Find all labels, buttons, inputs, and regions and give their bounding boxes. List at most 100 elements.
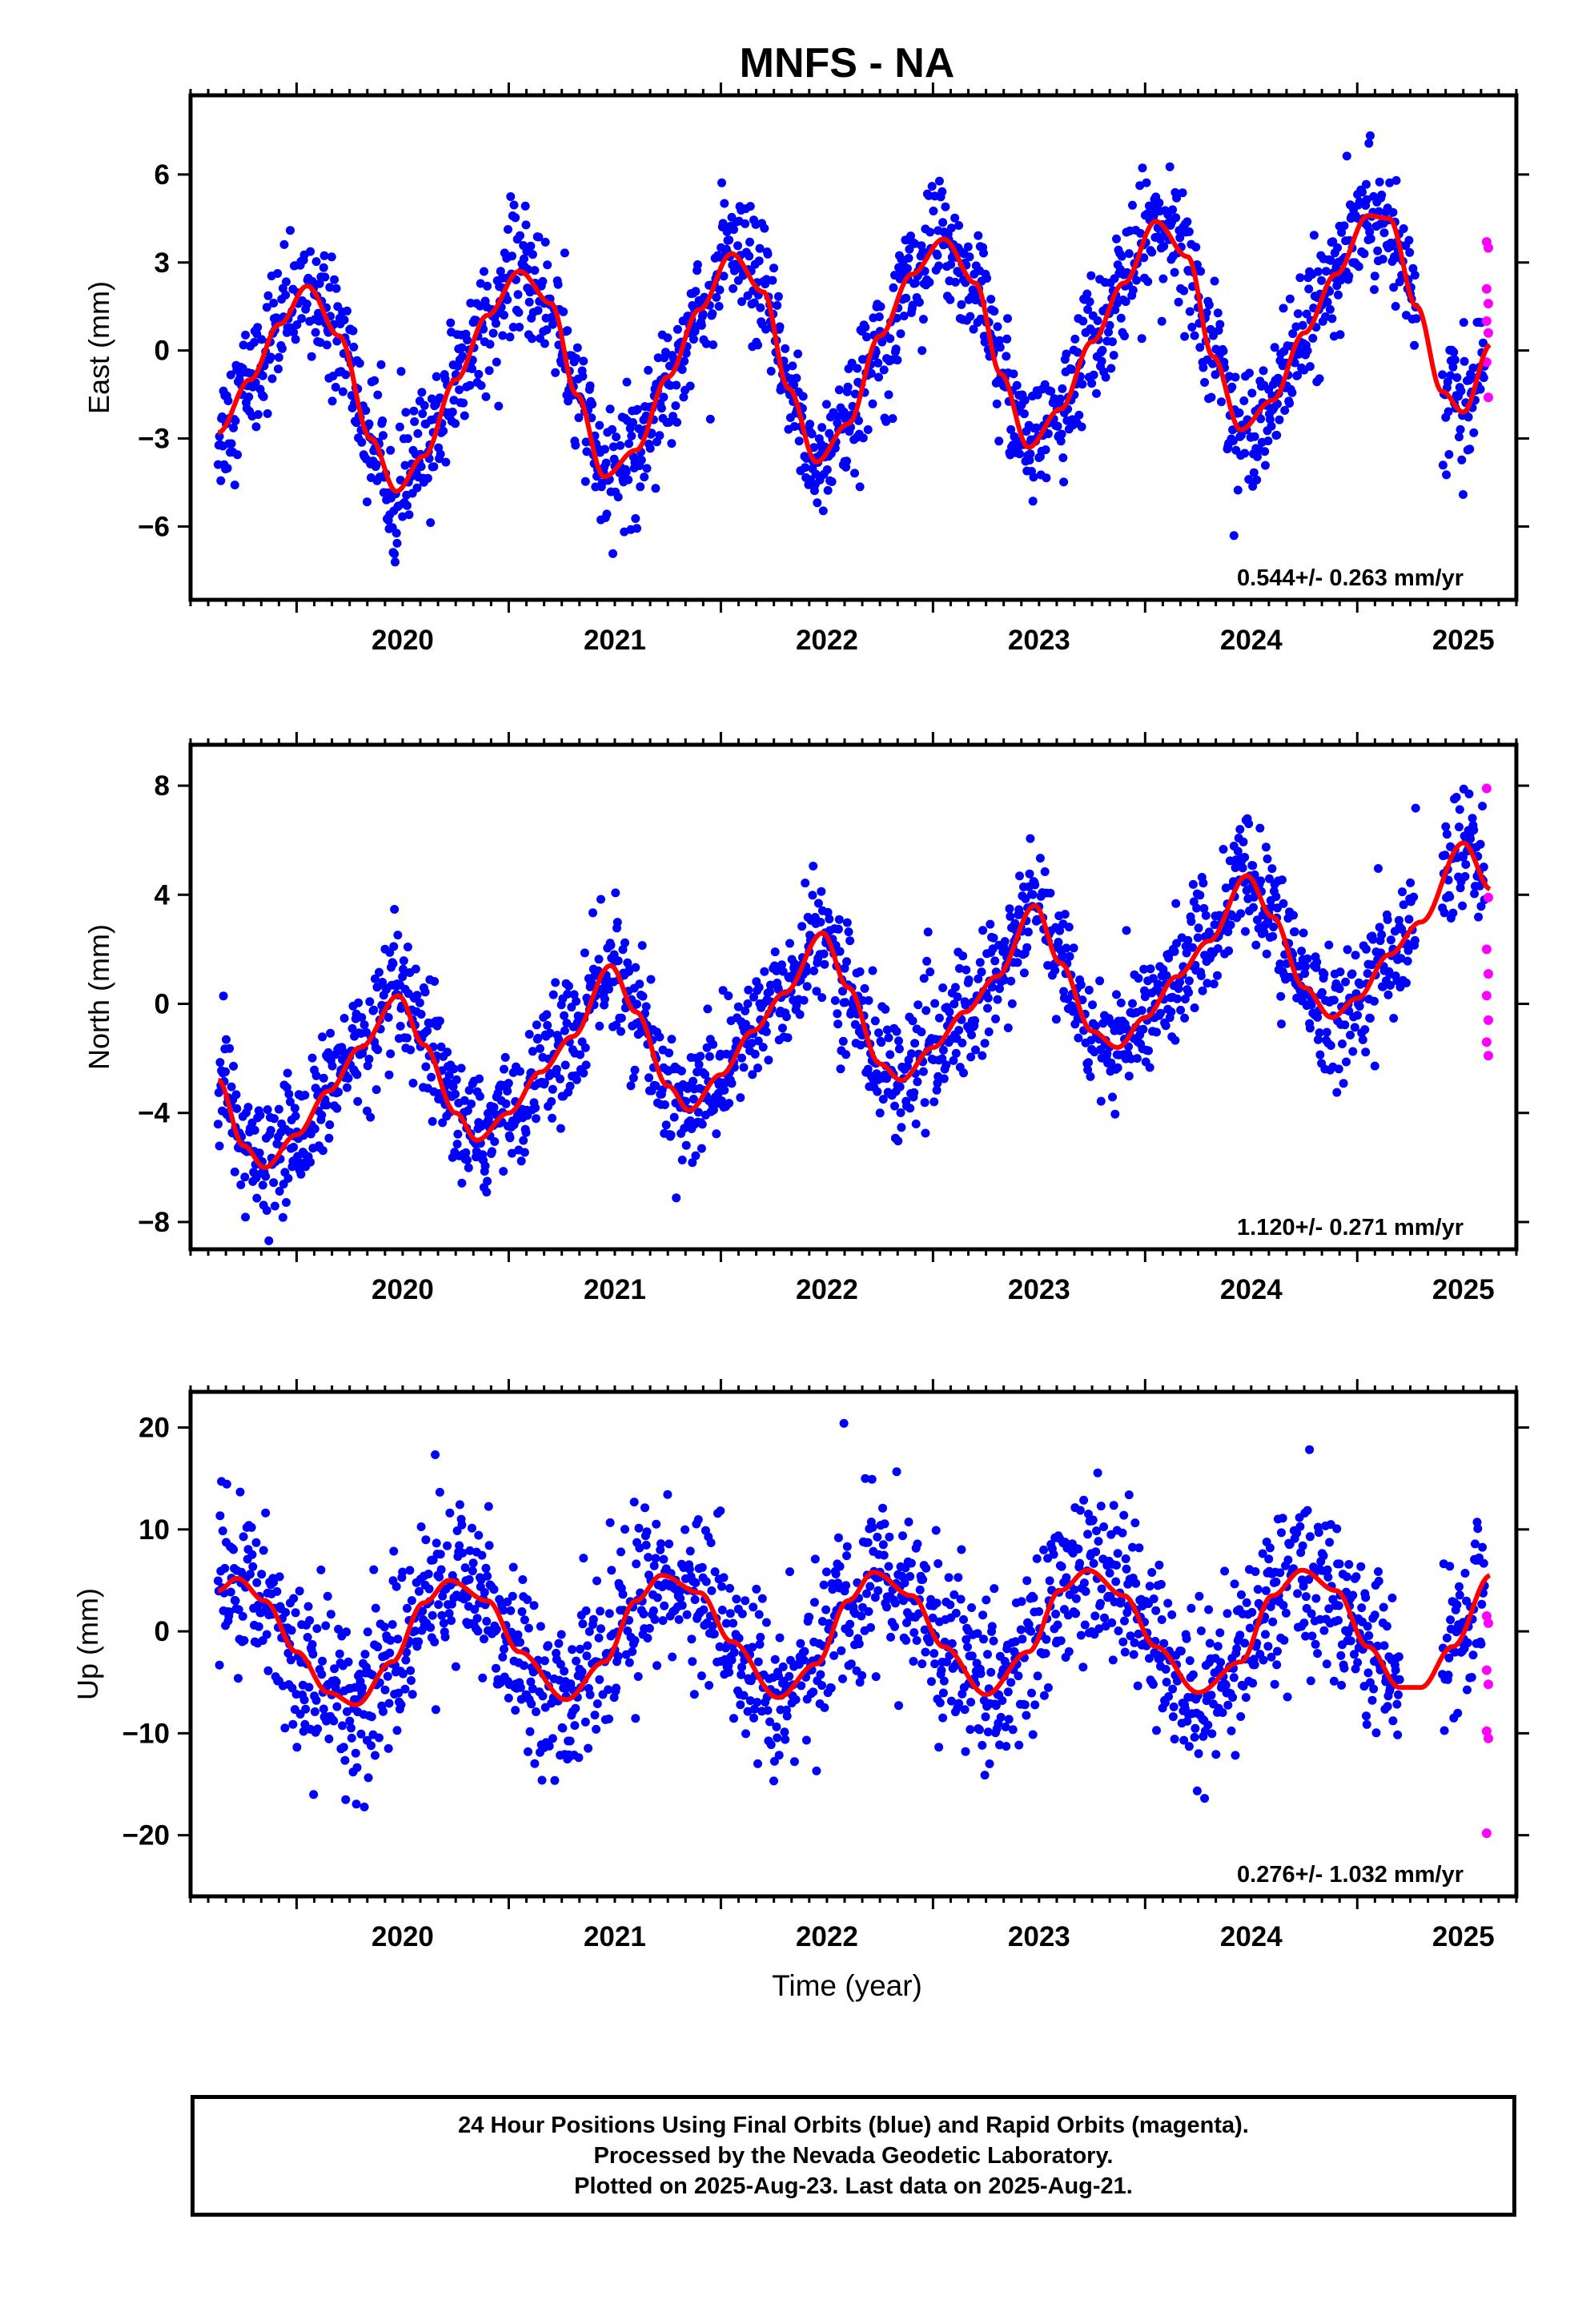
final-orbit-point	[816, 1670, 825, 1679]
final-orbit-point	[427, 1072, 436, 1082]
final-orbit-point	[307, 276, 317, 286]
final-orbit-point	[1224, 946, 1234, 955]
final-orbit-point	[914, 1609, 924, 1618]
final-orbit-point	[484, 1115, 493, 1124]
final-orbit-point	[300, 1091, 310, 1100]
final-orbit-point	[1134, 974, 1143, 983]
final-orbit-point	[384, 1070, 394, 1080]
final-orbit-point	[583, 1641, 592, 1651]
final-orbit-point	[718, 219, 728, 228]
final-orbit-point	[220, 1563, 230, 1573]
final-orbit-point	[1458, 901, 1468, 911]
final-orbit-point	[1351, 951, 1360, 960]
final-orbit-point	[282, 1198, 291, 1207]
final-orbit-point	[1315, 374, 1324, 384]
final-orbit-point	[1084, 1510, 1093, 1519]
final-orbit-point	[558, 1723, 568, 1733]
final-orbit-point	[582, 447, 592, 456]
final-orbit-point	[765, 980, 775, 990]
final-orbit-point	[612, 432, 621, 442]
final-orbit-point	[391, 1582, 401, 1591]
final-orbit-point	[951, 1608, 961, 1618]
final-orbit-point	[644, 1073, 653, 1083]
final-orbit-point	[554, 1638, 564, 1648]
final-orbit-point	[812, 1766, 821, 1775]
final-orbit-point	[1008, 1725, 1018, 1735]
final-orbit-point	[1203, 979, 1212, 988]
final-orbit-point	[252, 1193, 262, 1203]
final-orbit-point	[423, 1026, 432, 1035]
final-orbit-point	[753, 340, 762, 350]
final-orbit-point	[283, 1173, 293, 1183]
final-orbit-point	[809, 966, 819, 975]
final-orbit-point	[421, 1535, 431, 1545]
final-orbit-point	[1012, 380, 1022, 390]
rapid-orbit-point	[1481, 783, 1492, 794]
final-orbit-point	[878, 1503, 887, 1513]
final-orbit-point	[913, 1000, 923, 1010]
final-orbit-point	[1455, 432, 1464, 442]
final-orbit-point	[1315, 1028, 1324, 1038]
final-orbit-point	[492, 1663, 500, 1673]
final-orbit-point	[1172, 939, 1182, 948]
final-orbit-point	[451, 1089, 460, 1099]
final-orbit-point	[1016, 1625, 1026, 1634]
final-orbit-point	[596, 1606, 605, 1616]
final-orbit-point	[234, 1605, 243, 1614]
final-orbit-point	[1465, 444, 1475, 454]
final-orbit-point	[413, 428, 423, 438]
final-orbit-point	[526, 241, 536, 251]
final-orbit-point	[756, 303, 765, 312]
final-orbit-point	[979, 1634, 988, 1644]
final-orbit-point	[436, 1550, 445, 1559]
final-orbit-point	[528, 1047, 537, 1056]
final-orbit-point	[896, 329, 905, 339]
final-orbit-point	[962, 965, 971, 975]
final-orbit-point	[528, 1684, 537, 1694]
final-orbit-point	[825, 1618, 834, 1628]
final-orbit-point	[982, 274, 992, 283]
final-orbit-point	[407, 1676, 416, 1685]
final-orbit-point	[1170, 947, 1179, 956]
final-orbit-point	[1028, 497, 1038, 506]
final-orbit-point	[1359, 249, 1369, 259]
final-orbit-point	[833, 924, 843, 934]
final-orbit-point	[1334, 290, 1343, 300]
final-orbit-point	[315, 279, 324, 288]
final-orbit-point	[1468, 814, 1477, 823]
final-orbit-point	[874, 312, 884, 322]
final-orbit-point	[1082, 289, 1092, 299]
final-orbit-point	[1235, 825, 1245, 834]
final-orbit-point	[420, 987, 430, 997]
final-orbit-point	[1250, 432, 1259, 441]
final-orbit-point	[501, 1099, 511, 1108]
final-orbit-point	[934, 176, 944, 186]
final-orbit-point	[451, 419, 460, 428]
final-orbit-point	[1279, 304, 1288, 313]
final-orbit-point	[430, 977, 440, 986]
final-orbit-point	[820, 959, 829, 969]
final-orbit-point	[1464, 412, 1473, 422]
final-orbit-point	[262, 1630, 271, 1639]
final-orbit-point	[884, 1033, 893, 1043]
final-orbit-point	[634, 1523, 644, 1533]
final-orbit-point	[902, 263, 912, 273]
final-orbit-point	[652, 1519, 661, 1529]
final-orbit-point	[649, 1561, 659, 1570]
final-orbit-point	[1091, 1021, 1101, 1031]
final-orbit-point	[953, 992, 962, 1002]
final-orbit-point	[697, 1144, 706, 1153]
final-orbit-point	[1388, 207, 1398, 217]
final-orbit-point	[239, 1532, 248, 1542]
final-orbit-point	[402, 1647, 412, 1657]
final-orbit-point	[1093, 316, 1102, 325]
final-orbit-point	[1192, 903, 1202, 913]
final-orbit-point	[918, 315, 928, 324]
final-orbit-point	[432, 372, 441, 381]
final-orbit-point	[548, 1084, 557, 1094]
final-orbit-point	[312, 1624, 322, 1634]
final-orbit-point	[618, 945, 628, 955]
final-orbit-point	[1468, 364, 1478, 372]
final-orbit-point	[331, 383, 340, 392]
final-orbit-point	[274, 352, 283, 362]
